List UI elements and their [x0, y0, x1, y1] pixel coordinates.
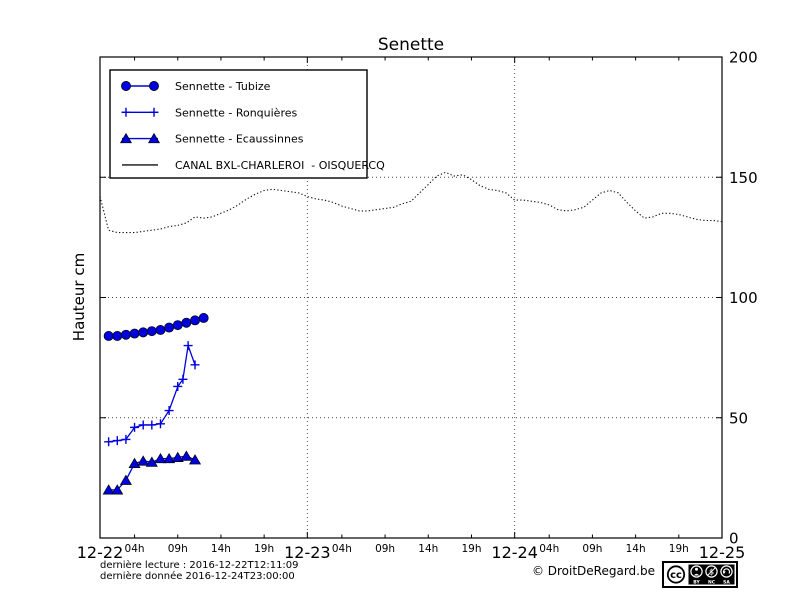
x-hour-label: 19h: [461, 543, 481, 555]
cc-sa-icon: [720, 565, 733, 578]
x-hour-label: 09h: [582, 543, 602, 555]
marker-circle: [121, 81, 131, 91]
marker-circle: [138, 327, 149, 338]
marker-circle: [155, 325, 166, 335]
marker-plus: [155, 419, 165, 429]
marker-circle: [112, 331, 123, 341]
marker-circle: [198, 312, 209, 323]
y-tick-label: 150: [729, 169, 758, 187]
cc-logo-icon: [666, 565, 686, 584]
marker-circle: [146, 326, 157, 337]
chart-title: Senette: [378, 35, 444, 55]
marker-plus: [173, 381, 183, 391]
copyright-text: © DroitDeRegard.be: [532, 564, 655, 578]
series-line-canal: [99, 171, 723, 234]
x-hour-label: 19h: [254, 543, 274, 555]
marker-plus: [149, 107, 159, 117]
x-hour-label: 04h: [332, 543, 352, 555]
cc-by-icon: [690, 565, 703, 578]
marker-plus: [112, 436, 122, 446]
x-day-label: 12-22: [77, 543, 124, 562]
marker-circle: [181, 317, 192, 328]
legend-entry-ecaussinnes: Sennette - Ecaussinnes: [119, 132, 304, 146]
series-ronquieres: [104, 341, 200, 447]
marker-triangle: [154, 452, 167, 464]
marker-plus: [178, 374, 188, 384]
marker-plus: [130, 422, 140, 432]
x-hour-label: 04h: [539, 543, 559, 555]
marker-triangle: [189, 454, 202, 465]
cc-license-badge: cc $ BY NC SA: [662, 561, 738, 588]
marker-plus: [147, 420, 157, 430]
x-hour-label: 14h: [418, 543, 438, 555]
plot-series: [99, 171, 723, 495]
marker-circle: [129, 328, 140, 339]
y-tick-label: 0: [729, 530, 739, 548]
marker-circle: [172, 320, 183, 331]
marker-plus: [190, 360, 200, 370]
marker-triangle: [119, 474, 132, 485]
y-tick-label: 100: [729, 289, 758, 307]
marker-triangle: [102, 484, 115, 495]
marker-triangle: [111, 484, 124, 495]
marker-plus: [183, 341, 193, 351]
marker-triangle: [119, 132, 133, 144]
marker-circle: [164, 322, 175, 333]
marker-triangle: [137, 455, 150, 466]
marker-plus: [121, 107, 131, 117]
series-canal: [99, 171, 723, 234]
cc-logo-text: cc: [670, 570, 682, 581]
x-day-label: 12-23: [284, 543, 331, 562]
x-hour-label: 09h: [168, 543, 188, 555]
x-day-label: 12-25: [699, 543, 746, 562]
y-axis-label: Hauteur cm: [70, 253, 88, 341]
series-tubize: [103, 312, 209, 341]
cc-nc-icon: $: [705, 565, 718, 578]
cc-sa-label: SA: [723, 579, 730, 585]
legend-label: CANAL BXL-CHARLEROI - OISQUERCQ: [175, 159, 385, 172]
cc-badge-black-panel: [688, 564, 735, 585]
cc-nc-label: NC: [708, 579, 716, 585]
marker-circle: [120, 329, 131, 340]
legend-entry-canal: CANAL BXL-CHARLEROI - OISQUERCQ: [122, 159, 385, 172]
last-reading-text: dernière lecture : 2016-12-22T12:11:09: [100, 559, 299, 571]
marker-circle: [103, 331, 114, 341]
marker-triangle: [147, 132, 161, 144]
cc-by-label: BY: [693, 579, 700, 585]
last-data-text: dernière donnée 2016-12-24T23:00:00: [100, 570, 295, 582]
marker-circle: [149, 81, 159, 91]
marker-circle: [190, 315, 200, 326]
series-ecaussinnes: [102, 450, 202, 495]
y-tick-label: 200: [729, 49, 758, 67]
marker-triangle: [171, 451, 184, 462]
x-hour-label: 14h: [211, 543, 231, 555]
y-tick-label: 50: [729, 409, 748, 427]
marker-triangle: [128, 457, 141, 468]
marker-plus: [104, 437, 114, 447]
legend-label: Sennette - Ecaussinnes: [175, 133, 304, 146]
marker-plus: [138, 420, 148, 430]
marker-triangle: [145, 456, 158, 467]
marker-plus: [121, 434, 131, 444]
x-hour-label: 19h: [669, 543, 689, 555]
marker-triangle: [180, 450, 193, 461]
legend-label: Sennette - Ronquières: [175, 106, 297, 119]
x-hour-label: 04h: [125, 543, 145, 555]
x-hour-label: 09h: [375, 543, 395, 555]
marker-plus: [164, 406, 174, 416]
x-day-label: 12-24: [491, 543, 538, 562]
legend: Sennette - Tubize Sennette - Ronquières Se…: [109, 69, 385, 179]
x-hour-label: 14h: [626, 543, 646, 555]
legend-label: Sennette - Tubize: [175, 80, 271, 93]
legend-entry-ronquieres: Sennette - Ronquières: [121, 106, 297, 119]
marker-triangle: [163, 452, 176, 464]
legend-entry-tubize: Sennette - Tubize: [121, 80, 271, 93]
